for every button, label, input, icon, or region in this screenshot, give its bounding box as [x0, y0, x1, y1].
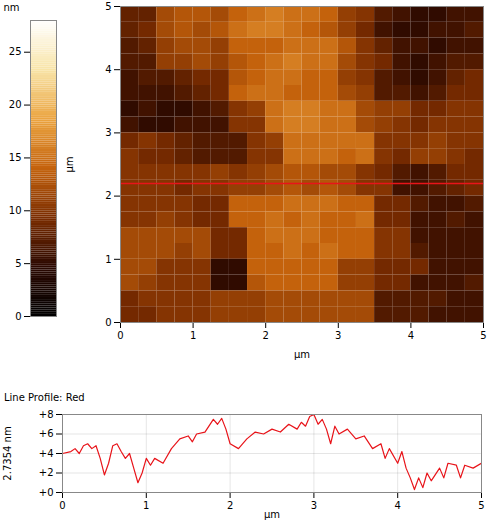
- svg-text:3: 3: [105, 127, 111, 138]
- svg-text:0: 0: [105, 317, 111, 328]
- svg-text:5: 5: [15, 258, 21, 269]
- svg-text:10: 10: [9, 205, 22, 216]
- svg-text:0: 0: [15, 311, 21, 322]
- svg-text:2: 2: [105, 190, 111, 201]
- html-text:Line Profile: Red: Line Profile: Red: [4, 392, 85, 403]
- svg-text:3: 3: [311, 500, 317, 511]
- svg-text:3: 3: [335, 330, 341, 341]
- svg-text:+6: +6: [39, 428, 54, 439]
- svg-text:4: 4: [105, 64, 111, 75]
- svg-text:2.7354 nm: 2.7354 nm: [2, 426, 13, 480]
- svg-text:5: 5: [480, 330, 486, 341]
- svg-text:nm: nm: [4, 2, 20, 13]
- svg-text:1: 1: [105, 253, 111, 264]
- svg-text:µm: µm: [294, 349, 310, 360]
- svg-text:2: 2: [263, 330, 269, 341]
- svg-text:+4: +4: [39, 448, 54, 459]
- svg-text:4: 4: [408, 330, 414, 341]
- svg-text:1: 1: [190, 330, 196, 341]
- svg-text:2: 2: [227, 500, 233, 511]
- svg-text:+2: +2: [39, 467, 54, 478]
- svg-text:5: 5: [105, 1, 111, 12]
- svg-text:4: 4: [395, 500, 401, 511]
- svg-text:+8: +8: [39, 409, 54, 420]
- svg-text:0: 0: [59, 500, 65, 511]
- svg-text:25: 25: [9, 46, 22, 57]
- svg-text:5: 5: [478, 500, 484, 511]
- svg-text:1: 1: [143, 500, 149, 511]
- svg-text:15: 15: [9, 152, 22, 163]
- svg-text:+0: +0: [39, 487, 54, 498]
- svg-text:20: 20: [9, 99, 22, 110]
- svg-text:0: 0: [117, 330, 123, 341]
- svg-text:µm: µm: [64, 156, 75, 172]
- svg-text:µm: µm: [264, 509, 280, 520]
